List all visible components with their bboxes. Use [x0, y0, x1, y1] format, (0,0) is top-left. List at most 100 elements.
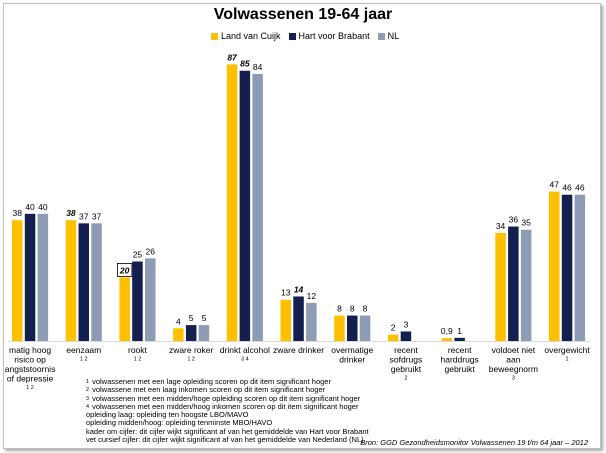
legend-item-nl: NL	[377, 31, 400, 41]
significance-box	[117, 263, 133, 277]
bar-land-van-cuijk	[334, 315, 345, 341]
x-tick-label: angststoornis	[5, 364, 56, 374]
data-label: 4	[176, 316, 181, 326]
data-label: 84	[253, 62, 263, 72]
bar-hart-voor-brabant	[454, 337, 465, 341]
x-tick-label: gebruikt	[445, 364, 476, 374]
data-label: 8	[337, 304, 342, 314]
bar-hart-voor-brabant	[132, 261, 143, 341]
data-label: 40	[25, 202, 35, 212]
bar-land-van-cuijk	[495, 232, 506, 341]
bar-land-van-cuijk	[280, 299, 291, 341]
data-label: 3	[404, 319, 409, 329]
footnote: 1 volwassenen met een lage opleiding scor…	[86, 377, 331, 386]
bar-hart-voor-brabant	[185, 325, 197, 341]
bar-land-van-cuijk	[12, 220, 23, 341]
data-label: 0,9	[441, 326, 453, 336]
data-label: 47	[550, 180, 560, 190]
x-tick-label: recent	[394, 345, 418, 355]
x-tick-label: matig hoog	[9, 345, 51, 355]
data-label: 36	[509, 215, 519, 225]
source-note: Bron: GGD Gezondheidsmonitor Volwassenen…	[360, 438, 588, 447]
data-label: 37	[92, 211, 102, 221]
data-label: 46	[575, 183, 585, 193]
footnote: opleiding laag: opleiding ten hoogste LB…	[86, 410, 249, 420]
footnotes: 1 volwassenen met een lage opleiding scor…	[86, 377, 369, 445]
x-tick-label: eenzaam	[66, 345, 101, 355]
footnote: 2 volwassene met een laag inkomen scoren …	[86, 385, 326, 395]
legend-label: NL	[387, 31, 400, 41]
bar-hart-voor-brabant	[347, 315, 358, 341]
footnote: kader om cijfer: dit cijfer wijkt signif…	[86, 426, 369, 436]
bar-nl	[306, 302, 317, 341]
x-tick-label: overgewicht	[544, 345, 590, 355]
data-label: 5	[202, 313, 207, 323]
x-tick-label: aan	[506, 355, 520, 365]
slide-frame	[3, 3, 601, 449]
legend-label: Land van Cuijk	[221, 31, 281, 41]
data-label: 26	[146, 246, 156, 256]
x-tick-label: overmatige	[331, 345, 373, 355]
data-label: 8	[363, 304, 368, 314]
x-tick-footnote-ref: 3	[512, 376, 515, 382]
x-tick-label: harddrugs	[441, 355, 479, 365]
data-label: 13	[281, 288, 291, 298]
bar-nl	[252, 73, 263, 341]
footnote: opleiding midden/hoog: opleiding tenmins…	[86, 418, 273, 428]
data-label: 25	[133, 250, 143, 260]
data-label: 20	[119, 265, 130, 275]
bar-hart-voor-brabant	[561, 194, 573, 341]
footnote: vet cursief cijfer: dit cijfer wijkt sig…	[86, 435, 364, 445]
legend-swatch	[377, 32, 385, 40]
x-tick-label: sofdrugs	[390, 355, 423, 365]
bar-land-van-cuijk	[119, 277, 130, 341]
x-tick-footnote-ref: 1 2	[80, 357, 88, 363]
bar-nl	[359, 315, 371, 341]
data-label: 35	[521, 218, 531, 228]
bar-hart-voor-brabant	[78, 223, 89, 341]
x-tick-footnote-ref: 2	[404, 376, 407, 382]
legend-swatch	[211, 32, 218, 40]
legend-item-land-van-cuijk: Land van Cuijk	[211, 31, 281, 41]
data-label: 8	[350, 304, 355, 314]
data-label: 12	[307, 291, 317, 301]
bar-nl	[574, 194, 586, 341]
x-tick-label: zware drinker	[273, 345, 324, 355]
data-label: 87	[227, 52, 238, 62]
x-tick-footnote-ref: 1 2	[187, 357, 195, 363]
data-label: 37	[79, 211, 89, 221]
x-tick-label: beweegnorm	[489, 364, 538, 374]
data-label: 5	[189, 313, 194, 323]
data-label: 34	[496, 221, 506, 231]
data-label: 2	[391, 323, 396, 333]
data-label: 46	[562, 183, 572, 193]
x-tick-label: drinkt alcohol	[220, 345, 270, 355]
bar-hart-voor-brabant	[24, 213, 36, 341]
bar-hart-voor-brabant	[508, 226, 519, 341]
data-label: 40	[38, 202, 48, 212]
legend-item-hart-voor-brabant: Hart voor Brabant	[288, 31, 370, 41]
x-tick-label: voldoet niet	[492, 345, 536, 355]
bar-land-van-cuijk	[549, 191, 560, 341]
chart-legend: Land van Cuijk Hart voor Brabant NL	[211, 31, 399, 41]
bar-land-van-cuijk	[226, 64, 238, 341]
x-tick-label: risico op	[14, 355, 46, 365]
x-tick-footnote-ref: 1	[566, 357, 569, 363]
bar-hart-voor-brabant	[400, 331, 412, 341]
bar-nl	[145, 258, 156, 341]
data-label: 38	[66, 208, 76, 218]
bar-land-van-cuijk	[173, 328, 184, 341]
bar-nl	[37, 213, 49, 341]
chart-title: Volwassenen 19-64 jaar	[213, 6, 393, 23]
x-tick-footnote-ref: 3 4	[241, 357, 249, 363]
bar-nl	[520, 229, 532, 341]
data-label: 1	[457, 326, 462, 336]
x-tick-label: zware roker	[169, 345, 214, 355]
x-tick-footnote-ref: 1 2	[26, 385, 34, 391]
bar-nl	[198, 325, 210, 341]
data-label: 38	[13, 208, 23, 218]
footnote: 4 volwassenen met een midden/hoog inkomen…	[86, 401, 359, 411]
data-label: 14	[294, 284, 304, 294]
x-tick-label: rookt	[128, 345, 148, 355]
